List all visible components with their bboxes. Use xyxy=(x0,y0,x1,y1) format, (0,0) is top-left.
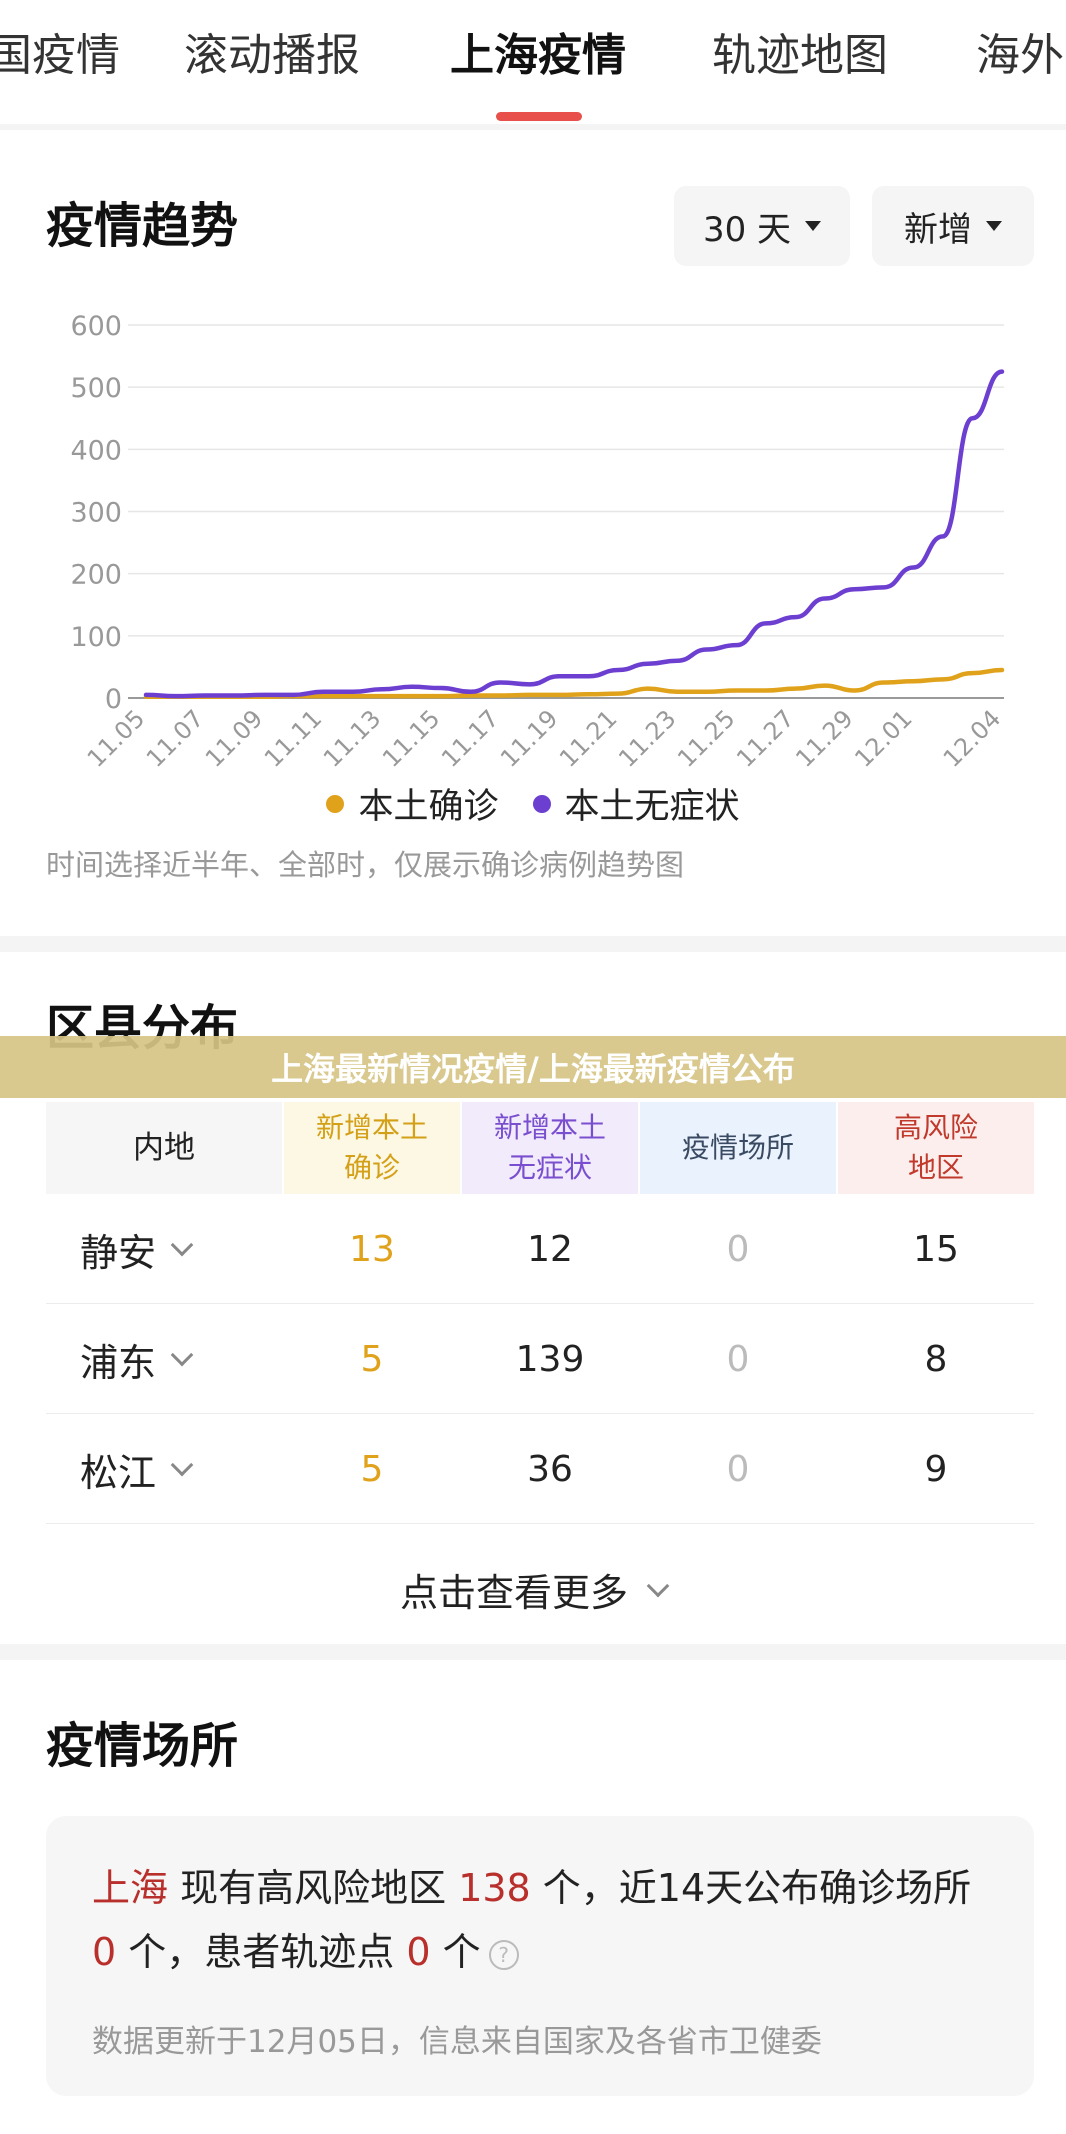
x-tick-label: 11.23 xyxy=(613,704,681,770)
venue-card: 疫情场所 上海 现有高风险地区 138 个，近14天公布确诊场所 0 个，患者轨… xyxy=(0,1660,1066,2134)
confirmed-dot-icon xyxy=(326,794,345,813)
district-name: 浦东 xyxy=(80,1340,157,1385)
venues-value: 0 xyxy=(726,1448,750,1490)
type-dropdown-label: 新增 xyxy=(904,209,972,250)
chevron-down-icon[interactable] xyxy=(170,1233,194,1257)
x-tick-label: 11.21 xyxy=(554,704,622,770)
range-dropdown[interactable]: 30 天 xyxy=(674,186,850,266)
tab-national[interactable]: 国疫情 xyxy=(0,30,120,81)
x-tick-label: 12.01 xyxy=(849,704,917,770)
x-tick-label: 11.07 xyxy=(141,704,209,770)
table-row[interactable]: 浦东 5 139 0 8 xyxy=(46,1304,1034,1414)
district-name-cell: 浦东 xyxy=(80,1304,194,1414)
type-dropdown[interactable]: 新增 xyxy=(872,186,1034,266)
tab-overseas[interactable]: 海外 xyxy=(976,30,1064,81)
trend-card: 疫情趋势 30 天 新增 0 100 200 300 400 500 600 11.05 11.… xyxy=(0,130,1066,936)
x-tick-label: 11.11 xyxy=(259,704,327,770)
summary-text-part: 个，近14天公布确诊场所 xyxy=(530,1866,972,1910)
risk-value: 9 xyxy=(924,1448,948,1490)
header-new-confirmed: 新增本土 确诊 xyxy=(284,1102,460,1194)
confirmed-value: 5 xyxy=(360,1448,384,1490)
range-dropdown-label: 30 天 xyxy=(702,209,792,250)
table-row[interactable]: 松江 5 36 0 9 xyxy=(46,1414,1034,1524)
x-tick-label: 11.09 xyxy=(200,704,268,770)
asymptomatic-dot-icon xyxy=(532,794,551,813)
district-name-cell: 静安 xyxy=(80,1194,194,1304)
headline-banner: 上海最新情况疫情/上海最新疫情公布 xyxy=(0,1036,1066,1098)
legend-item-asymptomatic[interactable]: 本土无症状 xyxy=(532,778,740,829)
venue-summary-box: 上海 现有高风险地区 138 个，近14天公布确诊场所 0 个，患者轨迹点 0 … xyxy=(46,1816,1034,2096)
tab-shanghai[interactable]: 上海疫情 xyxy=(450,30,626,81)
y-tick-label: 500 xyxy=(70,373,122,404)
confirmed-value: 13 xyxy=(349,1228,395,1270)
chevron-down-icon xyxy=(646,1574,670,1597)
data-source-note: 数据更新于12月05日，信息来自国家及各省市卫健委 xyxy=(92,2024,822,2060)
x-tick-label: 11.25 xyxy=(672,704,740,770)
summary-text-part: 个，患者轨迹点 xyxy=(116,1930,407,1974)
legend-label-confirmed: 本土确诊 xyxy=(358,787,499,827)
header-region: 内地 xyxy=(46,1102,282,1194)
trend-title: 疫情趋势 xyxy=(46,198,239,254)
asymptomatic-value: 12 xyxy=(527,1228,573,1270)
district-name: 松江 xyxy=(80,1450,157,1495)
district-name-cell: 松江 xyxy=(80,1414,194,1524)
legend-item-confirmed[interactable]: 本土确诊 xyxy=(326,778,499,829)
venues-value: 0 xyxy=(726,1338,750,1380)
x-tick-label: 11.13 xyxy=(318,704,386,770)
trend-note: 时间选择近半年、全部时，仅展示确诊病例趋势图 xyxy=(46,848,685,882)
district-name: 静安 xyxy=(80,1230,157,1275)
y-tick-label: 0 xyxy=(105,684,122,715)
risk-count: 138 xyxy=(458,1866,531,1910)
venues-value: 0 xyxy=(726,1228,750,1270)
tab-live-updates[interactable]: 滚动播报 xyxy=(184,30,360,81)
risk-value: 15 xyxy=(913,1228,959,1270)
y-tick-label: 200 xyxy=(70,560,122,591)
y-tick-label: 600 xyxy=(70,311,122,342)
header-venues: 疫情场所 xyxy=(640,1102,836,1194)
header-high-risk: 高风险 地区 xyxy=(838,1102,1034,1194)
track-count: 0 xyxy=(406,1930,431,1974)
asymptomatic-value: 139 xyxy=(515,1338,585,1380)
x-tick-label: 11.15 xyxy=(377,704,445,770)
chevron-down-icon[interactable] xyxy=(170,1343,194,1367)
x-tick-label: 11.19 xyxy=(495,704,563,770)
caret-down-icon xyxy=(805,221,822,231)
city-name: 上海 xyxy=(92,1866,169,1910)
y-tick-label: 300 xyxy=(70,498,122,529)
trend-line-chart[interactable]: 010020030040050060011.0511.0711.0911.111… xyxy=(0,300,1066,770)
series-line xyxy=(143,369,1005,699)
venue-title: 疫情场所 xyxy=(46,1718,239,1774)
y-tick-label: 100 xyxy=(70,622,122,653)
x-tick-label: 11.29 xyxy=(790,704,858,770)
tab-track-map[interactable]: 轨迹地图 xyxy=(712,30,888,81)
summary-text-part: 个 xyxy=(430,1930,481,1974)
venue-count: 0 xyxy=(92,1930,117,1974)
show-more-button[interactable]: 点击查看更多 xyxy=(0,1562,1066,1617)
risk-value: 8 xyxy=(924,1338,948,1380)
chart-legend: 本土确诊 本土无症状 xyxy=(0,778,1066,829)
active-tab-indicator xyxy=(496,112,582,121)
help-icon[interactable]: ? xyxy=(488,1939,519,1970)
top-tab-bar: 国疫情 滚动播报 上海疫情 轨迹地图 海外 xyxy=(0,0,1066,124)
y-tick-label: 400 xyxy=(70,435,122,466)
x-tick-label: 11.27 xyxy=(731,704,799,770)
caret-down-icon xyxy=(986,221,1002,231)
asymptomatic-value: 36 xyxy=(527,1448,573,1490)
summary-text-part: 现有高风险地区 xyxy=(168,1866,459,1910)
legend-label-asymptomatic: 本土无症状 xyxy=(564,787,740,827)
chevron-down-icon[interactable] xyxy=(170,1453,194,1477)
x-tick-label: 11.17 xyxy=(436,704,504,770)
show-more-label: 点击查看更多 xyxy=(399,1571,628,1615)
x-tick-label: 12.04 xyxy=(938,704,1006,770)
venue-summary-text: 上海 现有高风险地区 138 个，近14天公布确诊场所 0 个，患者轨迹点 0 … xyxy=(92,1856,992,1984)
confirmed-value: 5 xyxy=(360,1338,384,1380)
header-new-asymptomatic: 新增本土 无症状 xyxy=(462,1102,638,1194)
table-row[interactable]: 静安 13 12 0 15 xyxy=(46,1194,1034,1304)
